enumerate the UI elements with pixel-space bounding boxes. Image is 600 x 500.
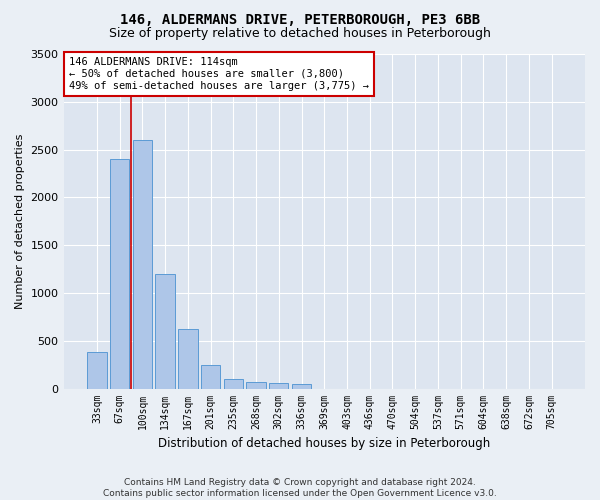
X-axis label: Distribution of detached houses by size in Peterborough: Distribution of detached houses by size … [158,437,490,450]
Bar [133,140,152,388]
Bar [292,384,311,388]
Bar [224,379,243,388]
Bar [155,274,175,388]
Bar [247,382,266,388]
Bar [87,352,107,389]
Bar [110,159,130,388]
Y-axis label: Number of detached properties: Number of detached properties [15,134,25,309]
Bar [178,330,197,388]
Text: Size of property relative to detached houses in Peterborough: Size of property relative to detached ho… [109,28,491,40]
Text: 146 ALDERMANS DRIVE: 114sqm
← 50% of detached houses are smaller (3,800)
49% of : 146 ALDERMANS DRIVE: 114sqm ← 50% of det… [69,58,369,90]
Bar [201,364,220,388]
Text: Contains HM Land Registry data © Crown copyright and database right 2024.
Contai: Contains HM Land Registry data © Crown c… [103,478,497,498]
Text: 146, ALDERMANS DRIVE, PETERBOROUGH, PE3 6BB: 146, ALDERMANS DRIVE, PETERBOROUGH, PE3 … [120,12,480,26]
Bar [269,383,289,388]
